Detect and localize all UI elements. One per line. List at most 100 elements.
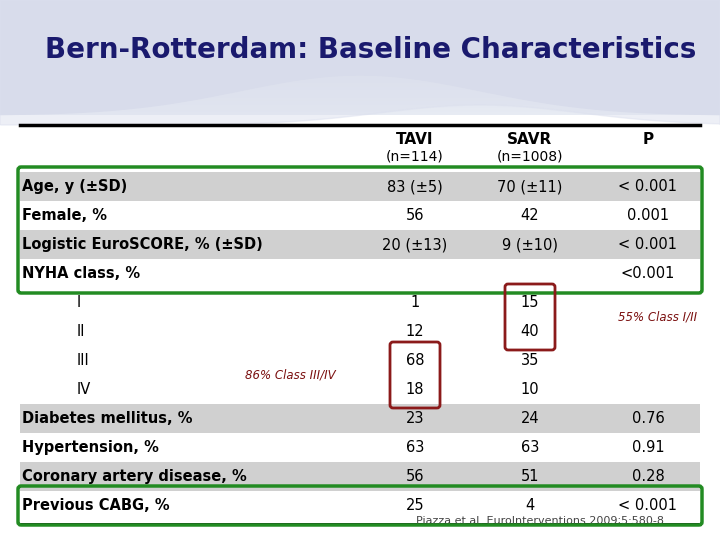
- Text: 1: 1: [410, 295, 420, 310]
- Bar: [0, 45, 720, 46]
- Bar: [0, 53, 720, 54]
- Bar: [0, 106, 720, 107]
- Bar: [0, 32, 720, 33]
- Text: Previous CABG, %: Previous CABG, %: [22, 498, 170, 513]
- Bar: [0, 103, 720, 104]
- Bar: [0, 50, 720, 51]
- Text: Piazza et al. EuroInterventions 2009;5:580-8: Piazza et al. EuroInterventions 2009;5:5…: [416, 516, 664, 526]
- Bar: [0, 0, 720, 1]
- Text: 20 (±13): 20 (±13): [382, 237, 448, 252]
- Text: Bern-Rotterdam: Baseline Characteristics: Bern-Rotterdam: Baseline Characteristics: [45, 36, 696, 64]
- Bar: [0, 13, 720, 14]
- Bar: [0, 29, 720, 30]
- Bar: [0, 52, 720, 53]
- Bar: [0, 99, 720, 100]
- Bar: [0, 14, 720, 15]
- Bar: [0, 87, 720, 88]
- Bar: [0, 78, 720, 79]
- Bar: [0, 95, 720, 96]
- Bar: [0, 114, 720, 115]
- Bar: [0, 59, 720, 60]
- Bar: [0, 62, 720, 63]
- Bar: [0, 97, 720, 98]
- Bar: [0, 86, 720, 87]
- Bar: [0, 28, 720, 29]
- Bar: [0, 85, 720, 86]
- Bar: [0, 63, 720, 64]
- Bar: [0, 17, 720, 18]
- Bar: [0, 44, 720, 45]
- Bar: [0, 26, 720, 27]
- Text: < 0.001: < 0.001: [618, 179, 678, 194]
- Bar: [0, 38, 720, 39]
- Bar: [0, 110, 720, 111]
- Bar: [0, 3, 720, 4]
- Text: 55% Class I/II: 55% Class I/II: [618, 310, 698, 323]
- Bar: [0, 69, 720, 70]
- Bar: [0, 4, 720, 5]
- Text: I: I: [77, 295, 81, 310]
- Bar: [0, 92, 720, 93]
- Text: 9 (±10): 9 (±10): [502, 237, 558, 252]
- Text: < 0.001: < 0.001: [618, 498, 678, 513]
- Text: NYHA class, %: NYHA class, %: [22, 266, 140, 281]
- Bar: [0, 70, 720, 71]
- Bar: [0, 77, 720, 78]
- Bar: [0, 57, 720, 58]
- Bar: [0, 56, 720, 57]
- Text: 12: 12: [405, 324, 424, 339]
- Bar: [20, 404, 700, 433]
- Bar: [0, 98, 720, 99]
- Bar: [0, 55, 720, 56]
- Bar: [0, 58, 720, 59]
- Bar: [0, 76, 720, 77]
- Bar: [0, 111, 720, 112]
- Bar: [0, 109, 720, 110]
- Bar: [0, 79, 720, 80]
- Bar: [0, 42, 720, 43]
- Bar: [0, 113, 720, 114]
- Bar: [0, 39, 720, 40]
- Bar: [0, 61, 720, 62]
- Text: 68: 68: [406, 353, 424, 368]
- Bar: [0, 23, 720, 24]
- Text: 0.91: 0.91: [631, 440, 665, 455]
- Bar: [0, 34, 720, 35]
- Bar: [0, 67, 720, 68]
- Bar: [0, 27, 720, 28]
- Bar: [0, 54, 720, 55]
- Text: 51: 51: [521, 469, 539, 484]
- Bar: [0, 115, 720, 540]
- Bar: [0, 80, 720, 81]
- Bar: [0, 107, 720, 108]
- Bar: [0, 46, 720, 47]
- Text: 0.001: 0.001: [627, 208, 669, 223]
- Text: 40: 40: [521, 324, 539, 339]
- Text: 86% Class III/IV: 86% Class III/IV: [245, 368, 336, 381]
- Bar: [0, 48, 720, 49]
- Text: 63: 63: [521, 440, 539, 455]
- Bar: [0, 104, 720, 105]
- Bar: [0, 71, 720, 72]
- Bar: [0, 8, 720, 9]
- Bar: [0, 33, 720, 34]
- Text: (n=1008): (n=1008): [497, 150, 563, 164]
- Bar: [0, 49, 720, 50]
- Bar: [0, 68, 720, 69]
- Bar: [0, 112, 720, 113]
- Bar: [0, 47, 720, 48]
- Bar: [0, 20, 720, 21]
- Bar: [0, 91, 720, 92]
- Bar: [0, 105, 720, 106]
- Bar: [0, 88, 720, 89]
- Text: Female, %: Female, %: [22, 208, 107, 223]
- Bar: [0, 73, 720, 74]
- Text: P: P: [642, 132, 654, 147]
- Text: 63: 63: [406, 440, 424, 455]
- Bar: [0, 36, 720, 37]
- Bar: [0, 51, 720, 52]
- Text: 56: 56: [406, 208, 424, 223]
- Bar: [0, 72, 720, 73]
- Bar: [0, 12, 720, 13]
- Polygon shape: [0, 0, 720, 125]
